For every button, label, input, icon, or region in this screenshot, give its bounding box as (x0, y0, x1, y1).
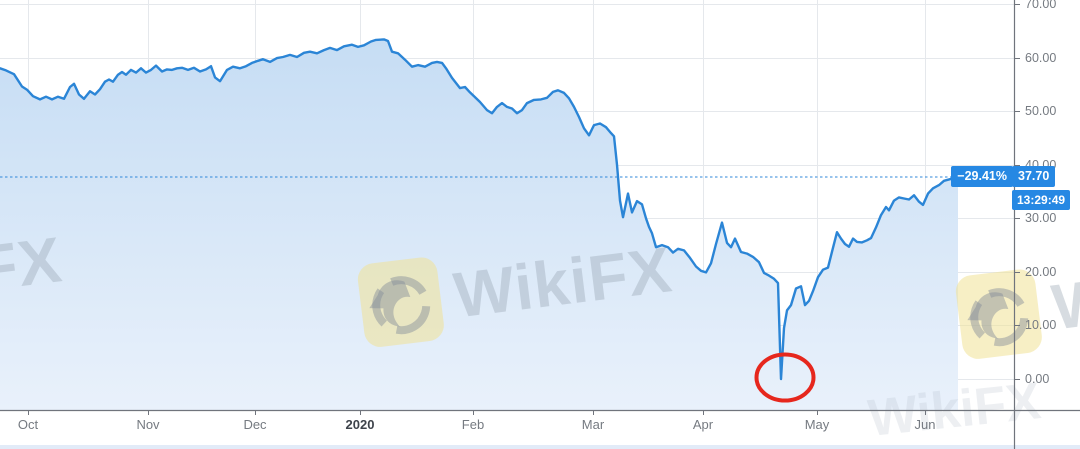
chart-plot-area[interactable] (0, 0, 1014, 410)
x-axis-label: May (804, 417, 830, 432)
countdown-time-badge: 13:29:49 (1012, 190, 1071, 210)
red-circle-annotation (754, 352, 816, 403)
bottom-edge-strip (0, 445, 1080, 449)
y-axis-label: 0.00 (1025, 372, 1050, 386)
x-axis-label: Mar (581, 417, 605, 432)
time-axis[interactable] (0, 411, 1014, 449)
x-axis-label: Feb (461, 417, 485, 432)
x-axis-label: Apr (692, 417, 714, 432)
y-axis-label: 70.00 (1025, 0, 1057, 11)
price-axis[interactable] (1014, 0, 1080, 410)
x-axis-label: Jun (914, 417, 936, 432)
x-axis-label: Nov (136, 417, 160, 432)
change-percent-badge: −29.41% (951, 166, 1013, 187)
y-axis-label: 50.00 (1025, 104, 1057, 119)
x-axis-label: Dec (243, 417, 267, 432)
last-price-badge: 37.70 (1012, 166, 1056, 187)
y-axis-label: 30.00 (1025, 211, 1057, 226)
y-axis-label: 60.00 (1025, 50, 1057, 65)
x-axis-label: Oct (17, 417, 39, 432)
x-axis-label: 2020 (345, 417, 375, 432)
